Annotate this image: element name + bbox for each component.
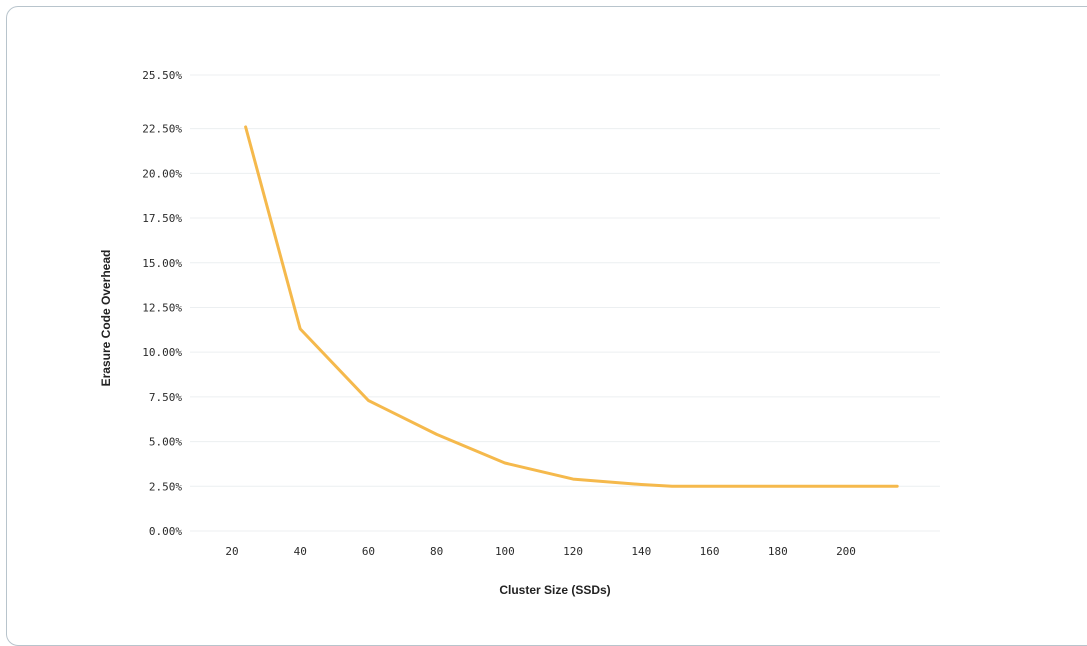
y-tick-label: 25.50% [142, 69, 182, 82]
x-axis-title: Cluster Size (SSDs) [499, 583, 610, 597]
y-tick-label: 2.50% [149, 480, 182, 493]
y-tick-label: 5.00% [149, 436, 182, 449]
y-tick-label: 20.00% [142, 167, 182, 180]
series-group [244, 125, 899, 488]
chart-card [6, 6, 1087, 646]
x-tick-label: 20 [225, 545, 238, 558]
line-chart: 0.00% 2.50% 5.00% 7.50% 10.00% 12.50% 15.00% 17… [99, 69, 940, 597]
y-tick-label: 10.00% [142, 346, 182, 359]
y-tick-label: 7.50% [149, 391, 182, 404]
x-tick-label: 140 [631, 545, 651, 558]
x-tick-label: 120 [563, 545, 583, 558]
y-tick-label: 17.50% [142, 212, 182, 225]
x-tick-label: 180 [768, 545, 788, 558]
x-tick-label: 80 [430, 545, 443, 558]
x-tick-label: 40 [294, 545, 307, 558]
series-line [244, 125, 899, 488]
x-tick-label: 200 [836, 545, 856, 558]
grid-lines [190, 74, 940, 532]
y-tick-label: 22.50% [142, 123, 182, 136]
y-axis-ticks: 0.00% 2.50% 5.00% 7.50% 10.00% 12.50% 15.00% 17… [142, 69, 182, 538]
x-tick-label: 160 [700, 545, 720, 558]
x-axis-ticks: 20 40 60 80 100 120 140 160 180 200 [225, 545, 856, 558]
y-tick-label: 15.00% [142, 257, 182, 270]
x-tick-label: 60 [362, 545, 375, 558]
y-tick-label: 0.00% [149, 525, 182, 538]
y-tick-label: 12.50% [142, 301, 182, 314]
y-axis-title: Erasure Code Overhead [99, 250, 113, 387]
x-tick-label: 100 [495, 545, 515, 558]
